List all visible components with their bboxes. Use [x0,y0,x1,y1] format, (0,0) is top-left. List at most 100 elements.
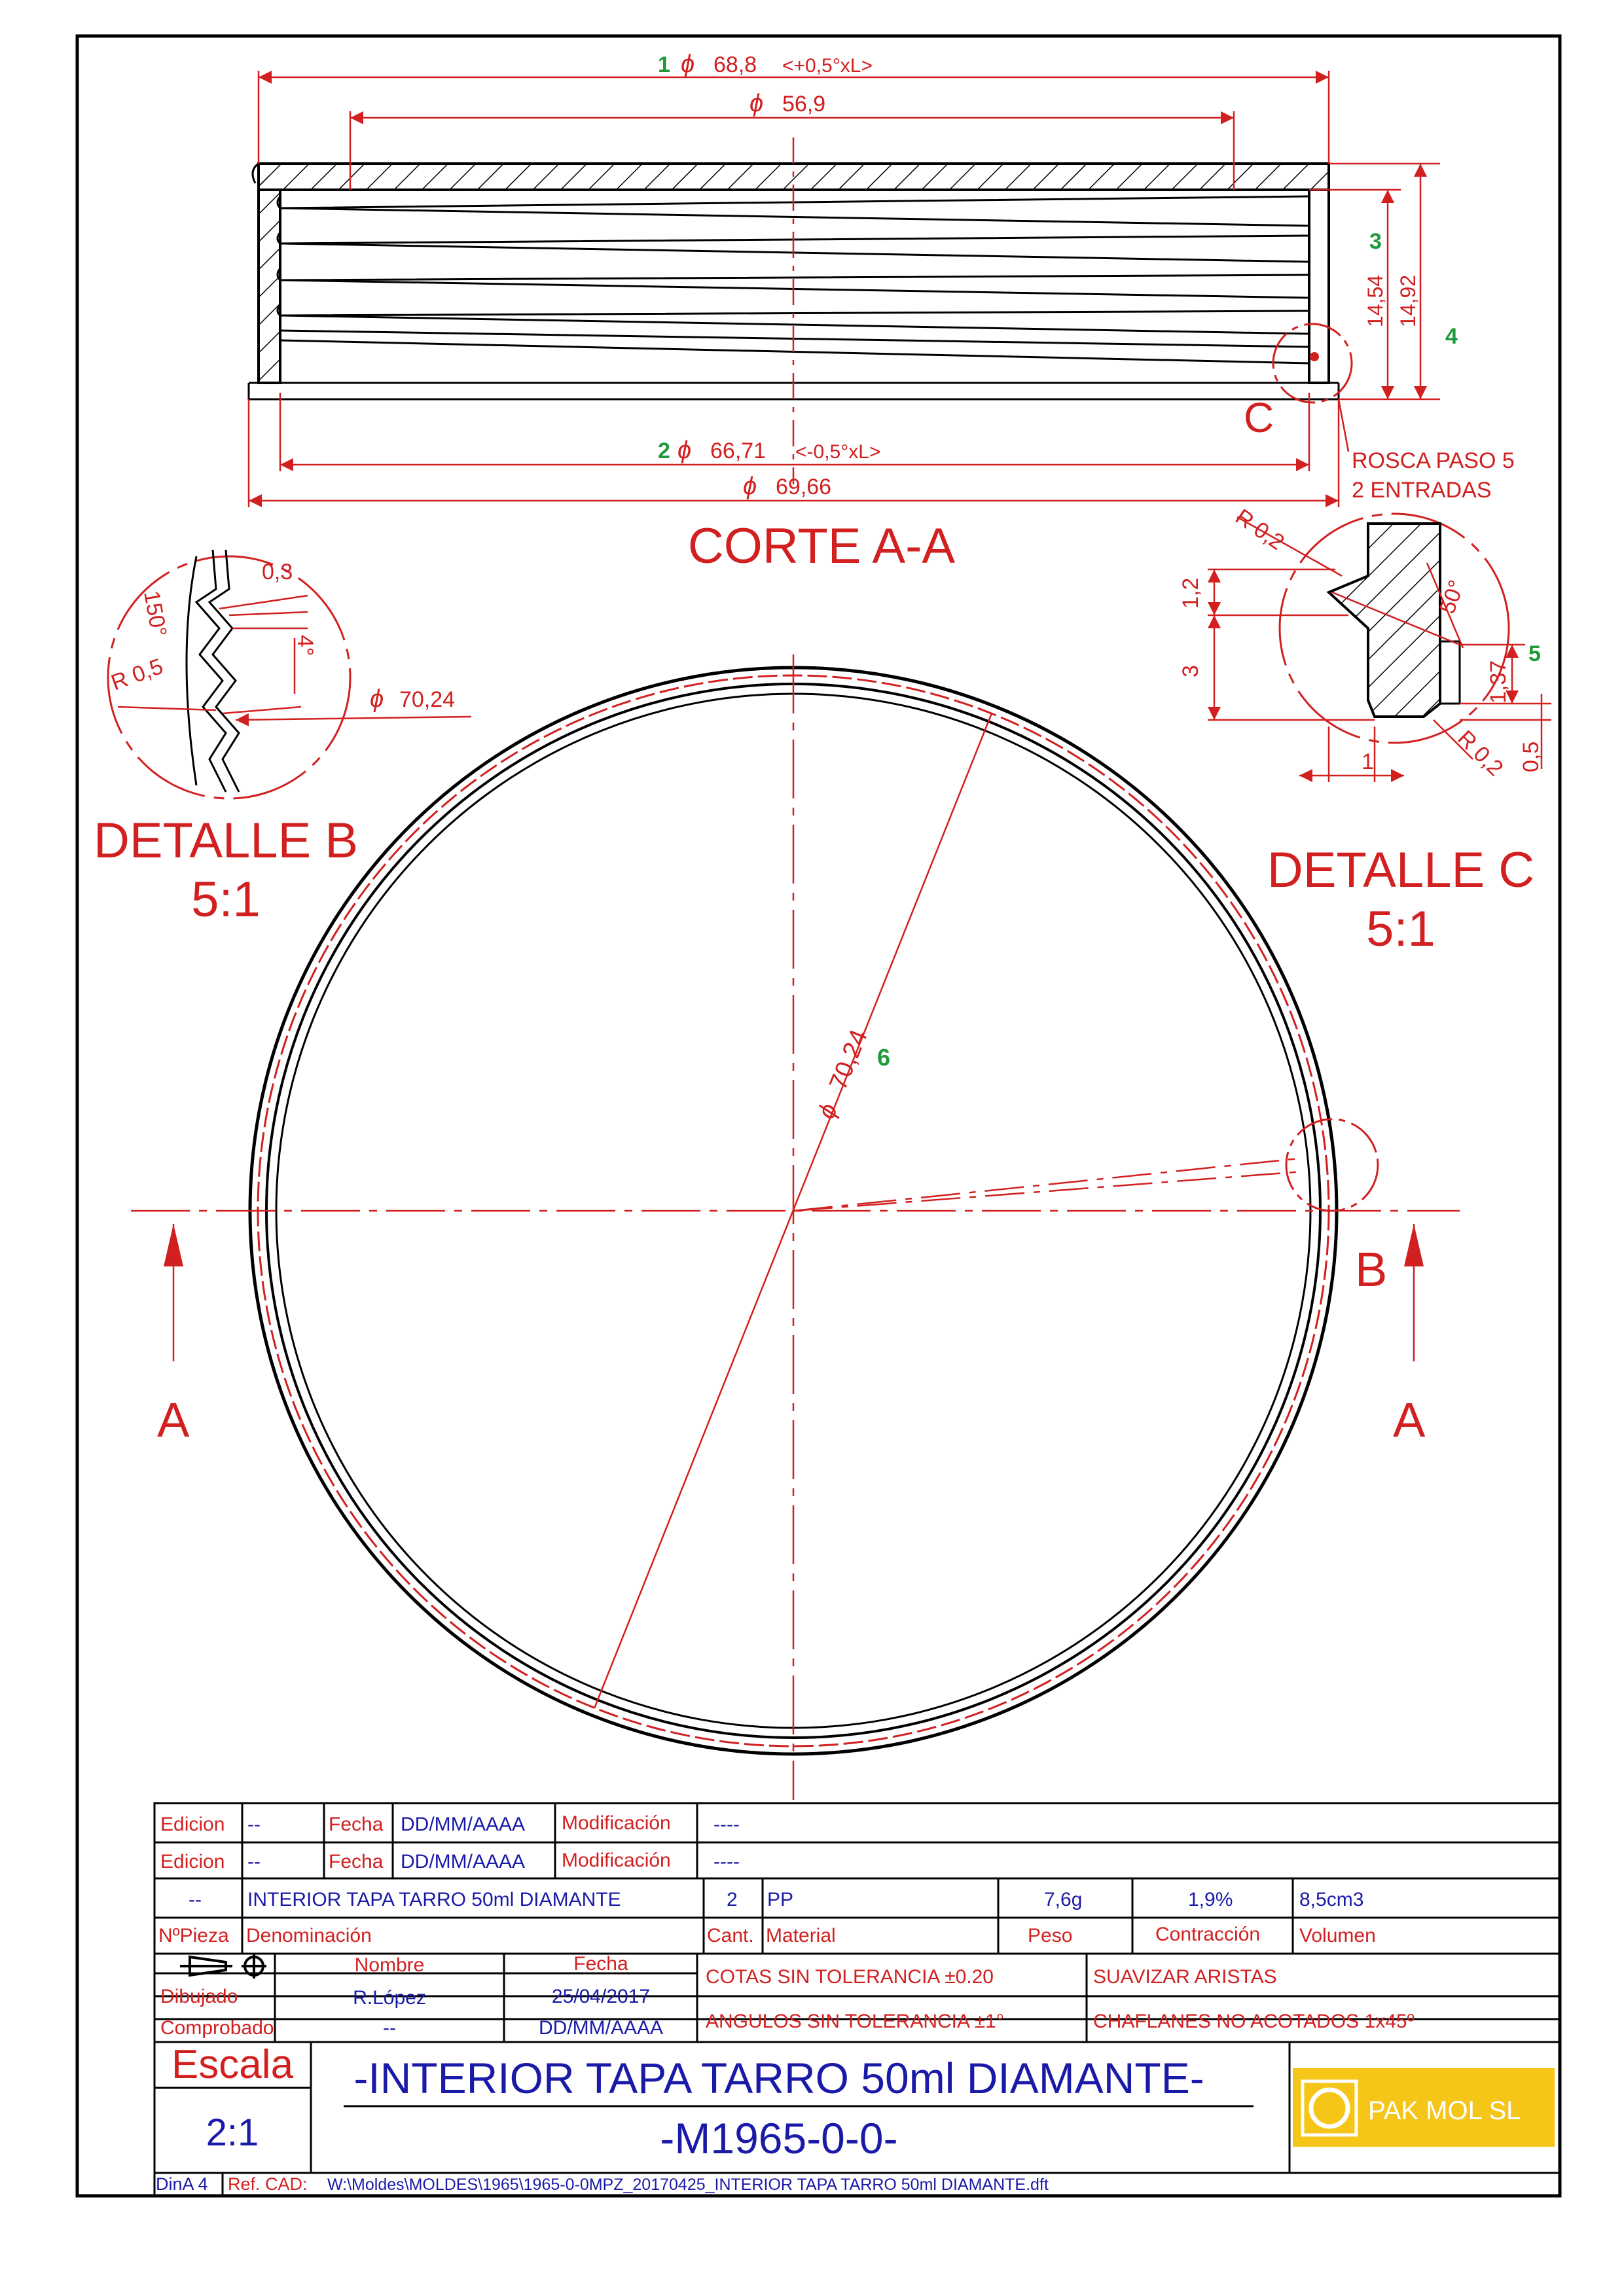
header-volumen: Volumen [1299,1925,1376,1946]
rev1-mod-label: Modificación [562,1812,671,1834]
thread-note-2: 2 ENTRADAS [1352,478,1492,503]
section-label-left: A [157,1393,190,1447]
plan-diameter: 70,24 [824,1026,873,1094]
rev1-edicion-label: Edicion [160,1814,225,1835]
rev2-mod: ---- [713,1851,740,1873]
diameter-symbol-2: ϕ [749,90,763,117]
sign-dibujado-nombre: R.López [353,1987,426,2009]
rev2-edicion: -- [247,1851,261,1873]
dim-bottom-1-tol: <-0,5°xL> [795,441,880,463]
dim-bottom-1: 66,71 [710,439,766,463]
thread-note-1: ROSCA PASO 5 [1352,448,1515,473]
note-cotas: COTAS SIN TOLERANCIA ±0.20 [706,1966,994,1988]
part-contraccion: 1,9% [1188,1889,1233,1910]
detail-c-scale: 5:1 [1366,901,1435,957]
detail-c-dim-1-37-num: 5 [1528,641,1541,666]
detail-b-scale: 5:1 [191,872,261,927]
part-cantidad: 2 [727,1889,738,1910]
detail-c-title: DETALLE C [1267,842,1534,898]
escala-label: Escala [171,2042,294,2087]
dim-outer-top: 68,8 [713,52,757,77]
rev2-fecha: DD/MM/AAAA [401,1851,525,1873]
sign-nombre-label: Nombre [355,1954,425,1976]
dim-h2-num: 4 [1445,324,1458,349]
section-arrow-right [1404,1224,1424,1266]
detail-c-dim-1: 1 [1362,749,1374,774]
detail-c-hatched-wall [1326,522,1441,718]
detail-c-callout-circle [1272,323,1353,404]
detail-b-title: DETALLE B [94,813,358,869]
dim-h1-num: 3 [1369,229,1382,254]
section-title: CORTE A-A [688,518,956,574]
section-view: 1 ϕ 68,8 <+0,5°xL> ϕ 56,9 2 ϕ 66,71 <-0,… [247,50,1515,574]
detail-b-dim-angle-1: 150° [139,589,171,639]
section-arrow-left [164,1224,183,1266]
drawing-number: -M1965-0-0- [660,2114,897,2162]
detail-b-diameter-symbol: ϕ [370,685,384,713]
section-left-wall [257,164,281,384]
thread-lines [247,195,1340,401]
section-label-right: A [1393,1393,1426,1447]
projection-symbol-icon [180,1954,266,1979]
header-denominacion: Denominación [246,1925,372,1946]
rev2-fecha-label: Fecha [329,1851,384,1873]
rev1-fecha-label: Fecha [329,1814,384,1835]
header-numero: NºPieza [158,1925,229,1946]
plan-diameter-line [593,713,993,1709]
plan-diameter-symbol: ϕ [812,1100,843,1122]
header-contraccion: Contracción [1155,1924,1260,1945]
detail-c-dim-3: 3 [1178,665,1203,677]
main-title: -INTERIOR TAPA TARRO 50ml DIAMANTE- [353,2054,1204,2102]
part-material: PP [767,1889,793,1910]
ref-path: W:\Moldes\MOLDES\1965\1965-0-0MPZ_201704… [327,2176,1049,2194]
dim-bottom-1-num: 2 [658,439,670,463]
sheet-border [75,34,1562,2198]
rev1-edicion: -- [247,1814,261,1835]
dim-outer-top-num: 1 [658,52,670,77]
escala-value: 2:1 [206,2111,259,2154]
header-peso: Peso [1028,1925,1072,1946]
dim-h1: 14,54 [1363,275,1387,327]
diameter-symbol-3: ϕ [677,437,691,464]
sign-comprobado-fecha: DD/MM/AAAA [539,2017,663,2039]
sign-dibujado-label: Dibujado [160,1986,238,2007]
detail-c: R 0,2 50° 1,2 3 1,37 5 0,5 1 R 0,2 DETAL… [1178,504,1551,957]
ref-label: Ref. CAD: [228,2174,308,2194]
detail-c-dim-1-2: 1,2 [1178,578,1203,609]
header-material: Material [766,1925,836,1946]
detail-b-callout-circle [1285,1118,1379,1212]
dim-h2: 14,92 [1396,275,1420,327]
sign-fecha-label: Fecha [573,1953,628,1975]
detail-b-dim-radius: R 0,5 [108,654,166,696]
dim-outer-top-tol: <+0,5°xL> [782,55,873,77]
plan-diameter-num: 6 [877,1044,890,1071]
detail-c-dim-1-37: 1,37 [1486,660,1511,704]
header-cantidad: Cant. [707,1925,754,1946]
detail-c-dim-r-bottom: R 0,2 [1453,726,1507,781]
detail-c-marker: C [1244,394,1274,441]
detail-c-outline [1278,512,1510,744]
part-volumen: 8,5cm3 [1299,1889,1363,1910]
sign-comprobado-nombre: -- [383,2017,396,2039]
dim-bottom-2: 69,66 [776,475,831,499]
part-denominacion: INTERIOR TAPA TARRO 50ml DIAMANTE [247,1889,621,1910]
detail-b-dim-angle-2: 4° [293,635,317,656]
dim-inner-top: 56,9 [782,92,825,116]
rev1-fecha: DD/MM/AAAA [401,1814,525,1835]
diameter-symbol-1: ϕ [681,50,695,78]
rev1-mod: ---- [713,1814,740,1835]
detail-b-dim-diameter: 70,24 [399,687,455,712]
rev2-edicion-label: Edicion [160,1851,225,1873]
note-aristas: SUAVIZAR ARISTAS [1093,1966,1277,1988]
note-angulos: ANGULOS SIN TOLERANCIA ±1° [706,2011,1004,2032]
sign-comprobado-label: Comprobado [160,2017,274,2039]
detail-c-dim-0-5: 0,5 [1519,742,1543,772]
detail-b: 0,3 150° 4° R 0,5 ϕ 70,24 DETALLE B 5:1 [94,549,472,927]
detail-c-dim-r-top: R 0,2 [1231,504,1288,555]
sign-dibujado-fecha: 25/04/2017 [552,1986,650,2007]
sheet-format: DinA 4 [156,2174,208,2194]
logo-text: PAK MOL SL [1368,2096,1521,2125]
title-block-text: Edicion -- Fecha DD/MM/AAAA Modificación… [158,1812,1415,2039]
title-block [153,1802,1561,2197]
